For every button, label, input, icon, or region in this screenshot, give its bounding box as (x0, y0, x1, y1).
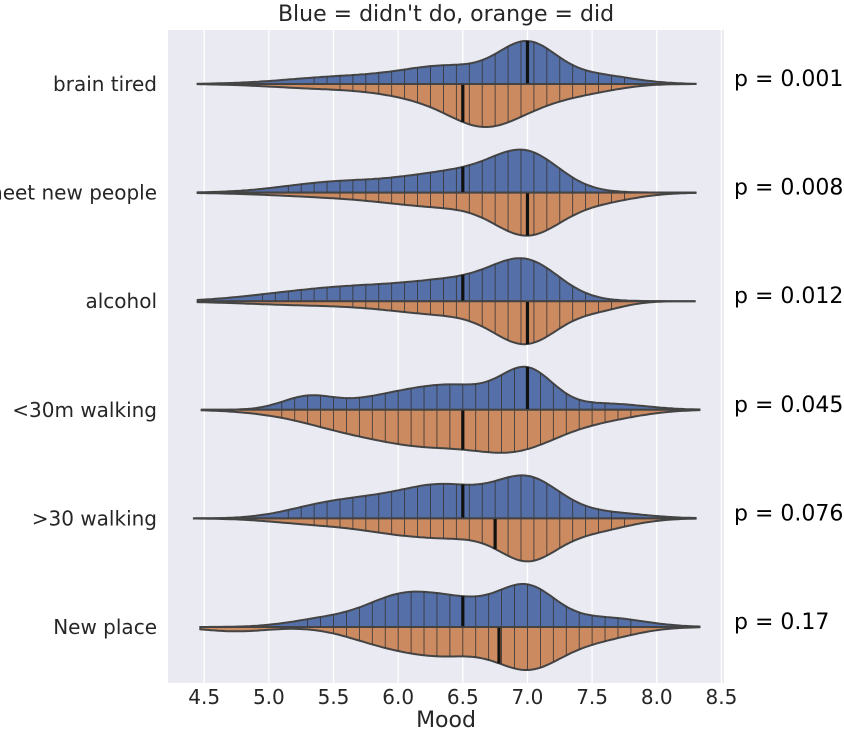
p-value-4: p = 0.076 (734, 501, 843, 526)
x-tick-label-7.0: 7.0 (512, 685, 544, 709)
x-axis-label: Mood (416, 708, 476, 733)
category-label-0: brain tired (53, 72, 157, 96)
violin-didnt-3 (201, 365, 701, 411)
violin-didnt-2 (196, 257, 696, 303)
violin-did-3 (200, 408, 701, 454)
violin-did-4 (192, 517, 697, 563)
x-tick-label-6.5: 6.5 (447, 685, 479, 709)
violin-didnt-0 (196, 39, 697, 85)
violin-did-1 (196, 191, 697, 237)
plot-background (168, 30, 724, 683)
violin-didnt-4 (193, 474, 697, 520)
p-value-1: p = 0.0085 (734, 176, 844, 201)
violin-did-2 (196, 300, 696, 346)
x-tick-label-4.5: 4.5 (188, 685, 220, 709)
x-tick-label-8.5: 8.5 (706, 685, 738, 709)
violin-did-0 (196, 83, 696, 129)
x-tick-label-6.0: 6.0 (382, 685, 414, 709)
category-label-1: meet new people (0, 181, 157, 205)
chart-title: Blue = didn't do, orange = did (277, 2, 615, 27)
x-tick-label-8.0: 8.0 (641, 685, 673, 709)
p-value-0: p = 0.0011 (734, 67, 844, 92)
p-value-2: p = 0.012 (734, 284, 843, 309)
category-label-5: New place (53, 615, 157, 639)
p-value-3: p = 0.045 (734, 393, 843, 418)
category-label-2: alcohol (85, 289, 157, 313)
x-tick-label-5.0: 5.0 (253, 685, 285, 709)
violin-didnt-1 (196, 148, 696, 194)
x-tick-label-7.5: 7.5 (576, 685, 608, 709)
p-value-5: p = 0.17 (734, 610, 829, 635)
x-tick-label-5.5: 5.5 (318, 685, 350, 709)
category-label-3: <30m walking (12, 398, 157, 422)
category-label-4: >30 walking (32, 506, 157, 530)
